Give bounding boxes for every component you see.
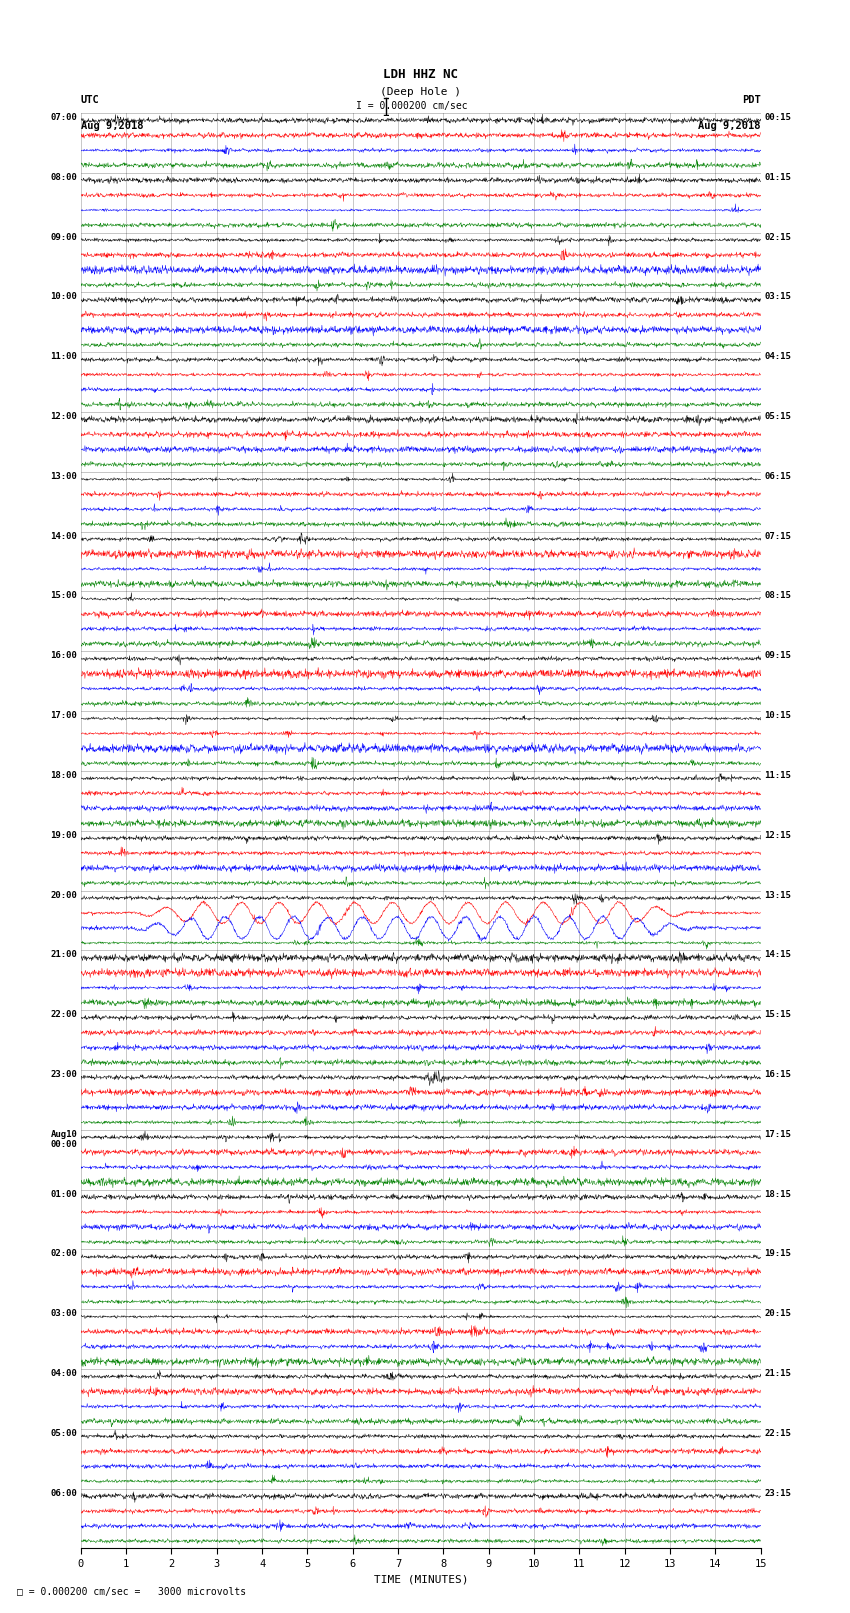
Text: 05:15: 05:15 — [764, 411, 791, 421]
Text: 11:00: 11:00 — [50, 352, 77, 361]
Text: 04:15: 04:15 — [764, 352, 791, 361]
Text: 14:15: 14:15 — [764, 950, 791, 960]
Text: 05:00: 05:00 — [50, 1429, 77, 1437]
Text: 17:15: 17:15 — [764, 1129, 791, 1139]
Text: 09:15: 09:15 — [764, 652, 791, 660]
Text: 22:15: 22:15 — [764, 1429, 791, 1437]
Text: 07:15: 07:15 — [764, 532, 791, 540]
Text: LDH HHZ NC: LDH HHZ NC — [383, 68, 458, 81]
Text: 13:00: 13:00 — [50, 473, 77, 481]
X-axis label: TIME (MINUTES): TIME (MINUTES) — [373, 1574, 468, 1584]
Text: 08:00: 08:00 — [50, 173, 77, 182]
Text: 23:00: 23:00 — [50, 1069, 77, 1079]
Text: 02:00: 02:00 — [50, 1250, 77, 1258]
Text: UTC: UTC — [81, 95, 99, 105]
Text: 10:00: 10:00 — [50, 292, 77, 302]
Text: 17:00: 17:00 — [50, 711, 77, 719]
Text: 19:00: 19:00 — [50, 831, 77, 840]
Text: 21:15: 21:15 — [764, 1369, 791, 1378]
Text: 11:15: 11:15 — [764, 771, 791, 779]
Text: Aug 9,2018: Aug 9,2018 — [81, 121, 144, 131]
Text: 21:00: 21:00 — [50, 950, 77, 960]
Text: 18:00: 18:00 — [50, 771, 77, 779]
Text: 22:00: 22:00 — [50, 1010, 77, 1019]
Text: □ = 0.000200 cm/sec =   3000 microvolts: □ = 0.000200 cm/sec = 3000 microvolts — [17, 1587, 246, 1597]
Text: 00:15: 00:15 — [764, 113, 791, 123]
Text: 20:15: 20:15 — [764, 1310, 791, 1318]
Text: 10:15: 10:15 — [764, 711, 791, 719]
Text: 02:15: 02:15 — [764, 232, 791, 242]
Text: PDT: PDT — [742, 95, 761, 105]
Text: 14:00: 14:00 — [50, 532, 77, 540]
Text: 07:00: 07:00 — [50, 113, 77, 123]
Text: 15:00: 15:00 — [50, 592, 77, 600]
Text: 03:00: 03:00 — [50, 1310, 77, 1318]
Text: 04:00: 04:00 — [50, 1369, 77, 1378]
Text: 12:00: 12:00 — [50, 411, 77, 421]
Text: 01:00: 01:00 — [50, 1190, 77, 1198]
Text: 12:15: 12:15 — [764, 831, 791, 840]
Text: 18:15: 18:15 — [764, 1190, 791, 1198]
Text: 16:00: 16:00 — [50, 652, 77, 660]
Text: 20:00: 20:00 — [50, 890, 77, 900]
Text: 13:15: 13:15 — [764, 890, 791, 900]
Text: 23:15: 23:15 — [764, 1489, 791, 1497]
Text: Aug 9,2018: Aug 9,2018 — [698, 121, 761, 131]
Text: (Deep Hole ): (Deep Hole ) — [380, 87, 462, 97]
Text: 19:15: 19:15 — [764, 1250, 791, 1258]
Text: 15:15: 15:15 — [764, 1010, 791, 1019]
Text: 08:15: 08:15 — [764, 592, 791, 600]
Text: 16:15: 16:15 — [764, 1069, 791, 1079]
Text: I = 0.000200 cm/sec: I = 0.000200 cm/sec — [356, 102, 468, 111]
Text: 03:15: 03:15 — [764, 292, 791, 302]
Text: 01:15: 01:15 — [764, 173, 791, 182]
Text: 06:15: 06:15 — [764, 473, 791, 481]
Text: 09:00: 09:00 — [50, 232, 77, 242]
Text: Aug10
00:00: Aug10 00:00 — [50, 1129, 77, 1148]
Text: 06:00: 06:00 — [50, 1489, 77, 1497]
